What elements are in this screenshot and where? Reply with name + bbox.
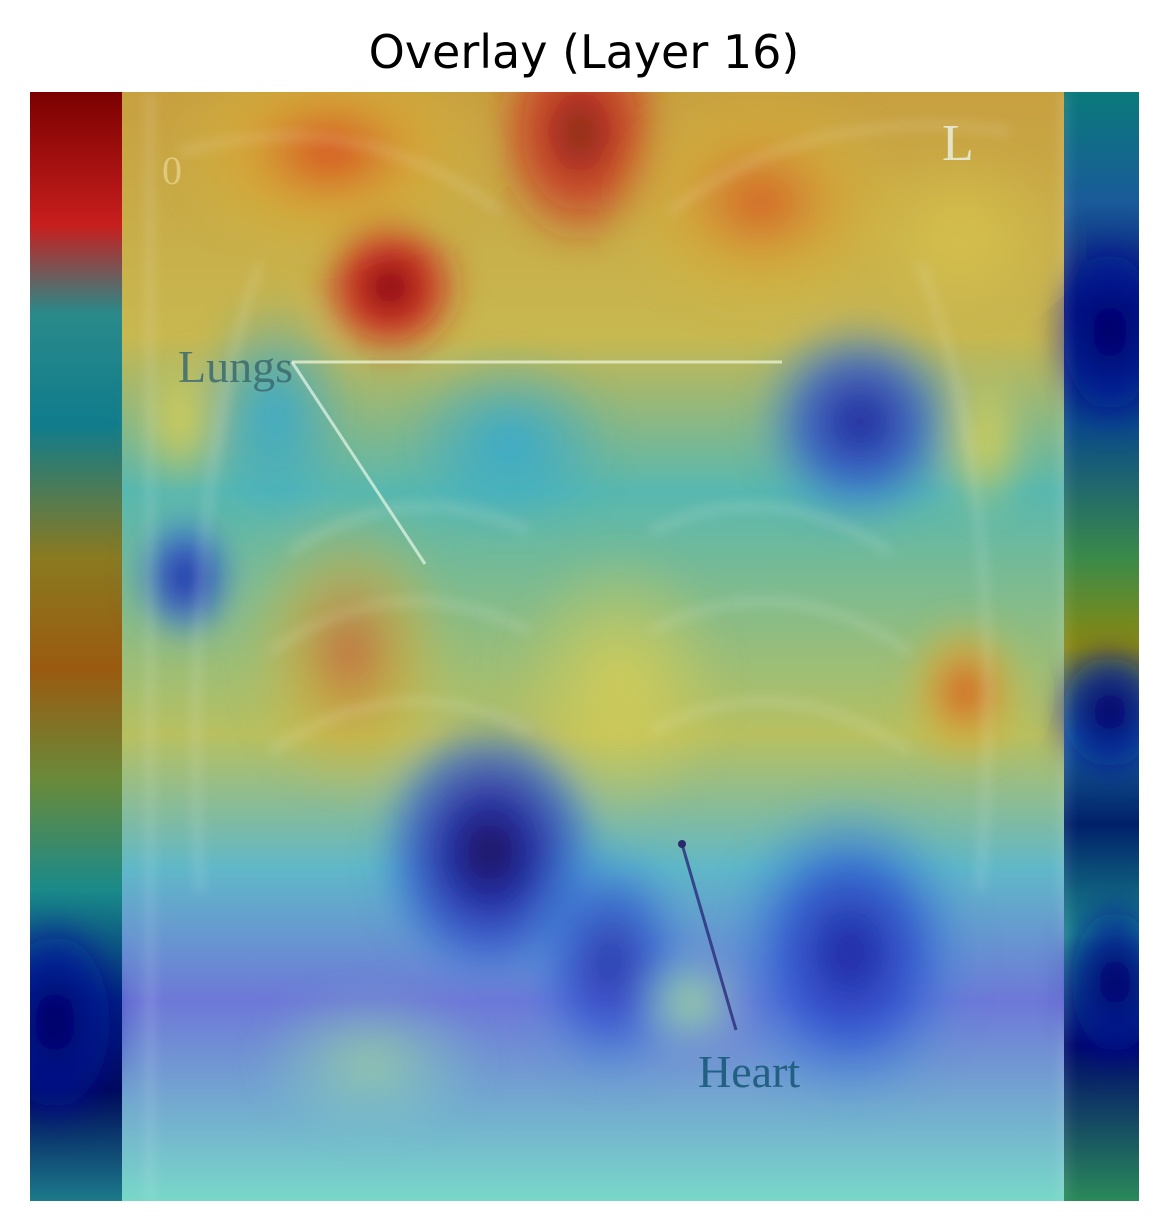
heat-right-orange-dot xyxy=(900,612,1030,772)
heat-green-bottom-left xyxy=(250,982,490,1142)
heat-right-blue-lung xyxy=(750,312,970,532)
side-marker-label: L xyxy=(942,115,974,172)
heat-right-yellow-dot xyxy=(940,362,1030,522)
heat-center-cyan xyxy=(400,352,620,532)
heart-pointer-dot xyxy=(678,840,686,848)
heat-left-navy-low xyxy=(30,912,125,1132)
heart-pointer-line xyxy=(680,843,738,1031)
heat-left-blue-dot xyxy=(130,507,240,647)
heat-right-top-yellow xyxy=(850,142,1070,322)
corner-marker-label: 0 xyxy=(162,148,182,193)
heatmap-overlay-image: Lungs Heart L 0 xyxy=(30,92,1139,1201)
heat-green-bottom xyxy=(630,952,750,1052)
heat-right-navy-mid xyxy=(1050,642,1139,782)
heat-left-yellow-dot xyxy=(135,352,225,492)
heat-top-right-orange xyxy=(610,92,910,322)
heat-right-navy-low xyxy=(1060,892,1139,1072)
heat-left-lung-orange xyxy=(240,502,460,802)
heat-right-navy-top xyxy=(1050,232,1139,432)
heat-red-hotspot xyxy=(315,212,465,362)
lungs-diagonal-pointer xyxy=(290,361,427,565)
heat-blue-lower-right xyxy=(720,792,980,1112)
figure-title: Overlay (Layer 16) xyxy=(368,25,800,79)
xray-ribs xyxy=(147,92,1067,1201)
heart-label: Heart xyxy=(698,1046,800,1097)
lungs-label: Lungs xyxy=(178,341,293,392)
